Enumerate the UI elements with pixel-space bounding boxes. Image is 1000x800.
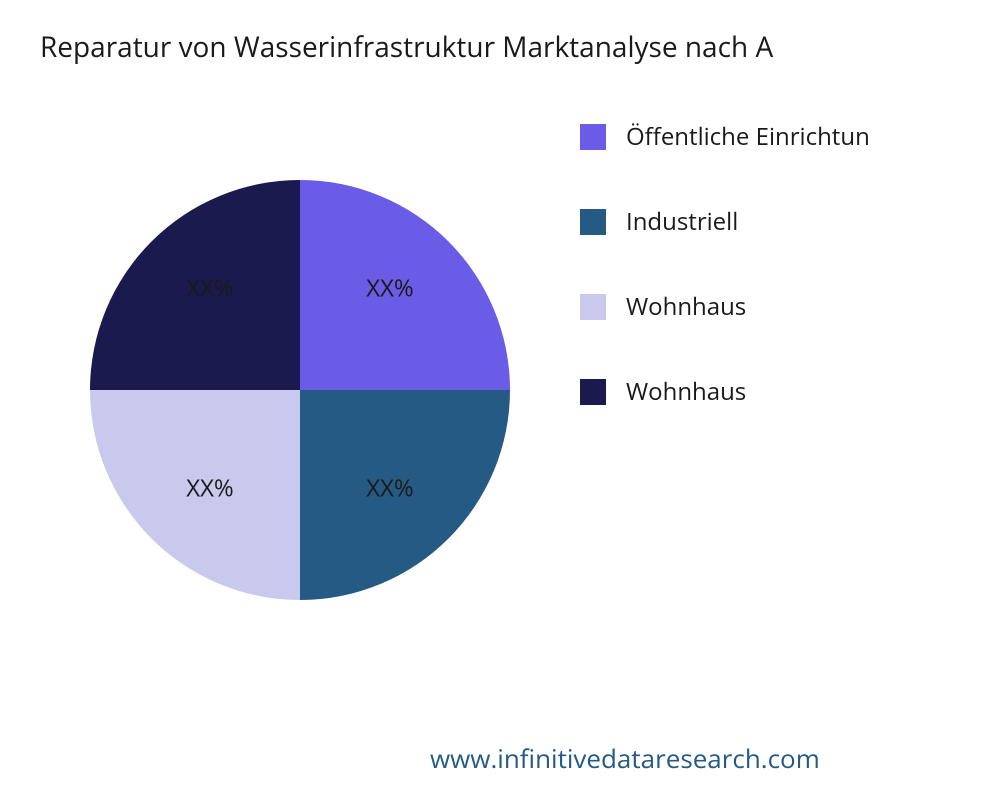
legend-label: Wohnhaus <box>626 375 746 408</box>
legend-swatch <box>580 379 606 405</box>
source-link[interactable]: www.infinitivedataresearch.com <box>430 740 820 776</box>
legend-swatch <box>580 294 606 320</box>
legend-label: Wohnhaus <box>626 290 746 323</box>
legend-swatch <box>580 209 606 235</box>
pie-slice <box>90 390 300 600</box>
chart-title: Reparatur von Wasserinfrastruktur Markta… <box>40 28 773 66</box>
pie-svg: XX%XX%XX%XX% <box>80 170 520 610</box>
pie-slice <box>300 180 510 390</box>
legend-item: Industriell <box>580 205 870 238</box>
legend-label: Industriell <box>626 205 738 238</box>
pie-chart: XX%XX%XX%XX% <box>80 170 520 610</box>
legend-label: Öffentliche Einrichtun <box>626 120 870 153</box>
legend-item: Wohnhaus <box>580 290 870 323</box>
legend-item: Öffentliche Einrichtun <box>580 120 870 153</box>
legend-swatch <box>580 124 606 150</box>
pie-slice <box>90 180 300 390</box>
legend-item: Wohnhaus <box>580 375 870 408</box>
pie-slice <box>300 390 510 600</box>
legend: Öffentliche Einrichtun Industriell Wohnhau… <box>580 120 870 408</box>
